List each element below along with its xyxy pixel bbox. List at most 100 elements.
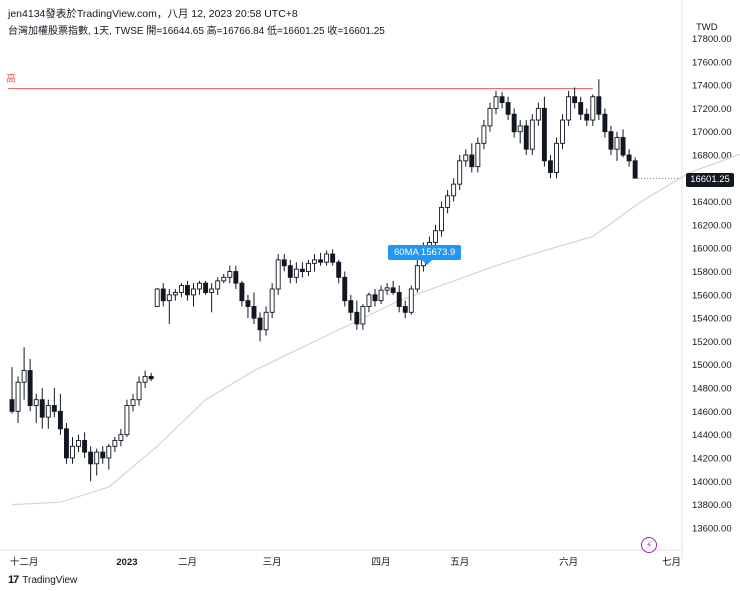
x-tick-label: 三月 [263, 557, 282, 568]
candle-body [227, 271, 233, 278]
candle [457, 155, 463, 190]
candle-body [505, 102, 511, 115]
candle-body [251, 306, 257, 319]
candle-body [263, 311, 269, 331]
candle-body [172, 292, 178, 296]
candle [148, 372, 154, 382]
candle [130, 393, 136, 412]
candle-body [21, 370, 27, 383]
candle-body [554, 142, 559, 173]
candle-body [487, 107, 493, 127]
y-tick-label: 15000.00 [692, 360, 732, 371]
candle [9, 367, 15, 414]
tradingview-brand: TradingView [22, 574, 78, 586]
candle-body [142, 375, 148, 383]
candle-body [384, 287, 390, 291]
candle-body [130, 399, 136, 406]
candle [45, 399, 51, 429]
candle [614, 131, 620, 161]
candle [439, 201, 444, 237]
candle-body [39, 399, 45, 418]
candle-body [614, 137, 620, 150]
candle [299, 262, 305, 278]
candle-body [342, 276, 348, 302]
candle [275, 254, 281, 295]
candle [136, 376, 142, 406]
last-price-badge: 16601.25 [686, 173, 734, 187]
candle [475, 137, 481, 173]
y-tick-label: 16000.00 [692, 244, 732, 255]
candle [608, 125, 614, 156]
high-line-label: 高 [6, 74, 16, 85]
candle [560, 114, 565, 150]
y-tick-label: 17600.00 [692, 57, 732, 68]
candle-body [529, 119, 535, 150]
candle [312, 254, 317, 272]
candle-body [275, 259, 281, 290]
candle-body [233, 271, 239, 284]
candle [535, 102, 541, 126]
candle-body [312, 259, 317, 264]
candle-body [378, 289, 384, 302]
candle [366, 292, 372, 313]
candle [620, 129, 626, 158]
candle [306, 259, 311, 277]
candle-body [9, 399, 15, 412]
candle-body [535, 107, 541, 121]
candle [191, 283, 196, 307]
y-tick-label: 15600.00 [692, 290, 732, 301]
candle [51, 388, 57, 418]
candle-body [45, 405, 51, 418]
y-tick-label: 14200.00 [692, 453, 732, 464]
candle-body [166, 294, 172, 302]
candle-body [354, 311, 360, 325]
candle [57, 393, 63, 435]
candle [590, 94, 596, 126]
candle [584, 108, 590, 126]
candle [124, 399, 130, 437]
candle-body [209, 288, 215, 293]
candle [487, 102, 493, 132]
candle [178, 283, 184, 298]
y-tick-label: 13600.00 [692, 523, 732, 534]
candle-body [57, 410, 63, 430]
candle-body [124, 405, 130, 436]
candle [21, 347, 27, 400]
candle [100, 446, 106, 464]
candle [402, 300, 408, 319]
candle [463, 149, 469, 167]
candle-body [596, 96, 602, 115]
candle [481, 120, 487, 150]
candle [269, 283, 275, 319]
candle-body [620, 137, 626, 156]
candle-body [63, 428, 69, 459]
candle [330, 249, 336, 266]
candle [342, 271, 348, 307]
candle-body [51, 405, 57, 412]
x-tick-label: 六月 [559, 556, 578, 568]
candle-body [366, 294, 372, 307]
candle [372, 289, 378, 307]
y-tick-label: 17000.00 [692, 127, 732, 138]
candle [517, 120, 523, 144]
tradingview-mark-icon: 17 [8, 574, 19, 586]
candle [245, 294, 251, 319]
candle-body [318, 259, 323, 263]
candle-body [112, 440, 118, 447]
candle-body [299, 268, 305, 272]
candle-body [76, 440, 82, 447]
candle-body [100, 451, 106, 459]
candle-body [106, 445, 112, 459]
candle [318, 252, 323, 266]
candle-body [360, 306, 366, 325]
candle-body [402, 306, 408, 313]
candle [469, 143, 475, 173]
x-tick-label: 五月 [450, 557, 469, 568]
candle-body [281, 259, 287, 267]
candle [33, 393, 39, 423]
candle [160, 283, 166, 307]
candle [118, 428, 124, 447]
candle-body [439, 206, 444, 232]
lightning-icon[interactable]: ⚡ [641, 537, 657, 553]
